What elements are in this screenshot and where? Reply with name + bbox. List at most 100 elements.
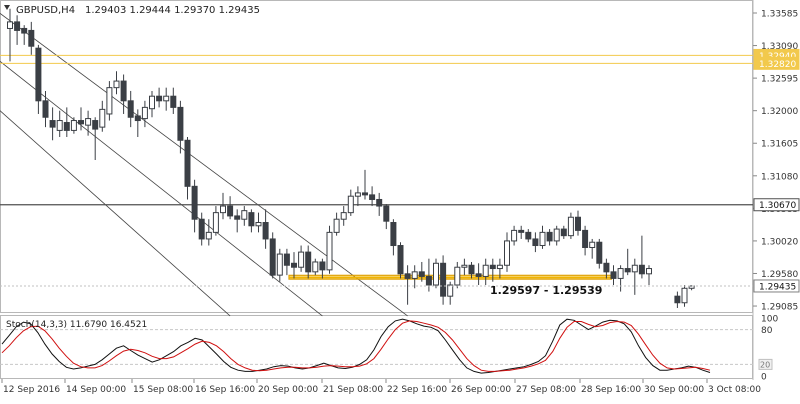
price-tick-label: 1.29085	[761, 303, 798, 313]
stoch-signal-line	[1, 320, 711, 372]
candle-bullish	[298, 251, 305, 268]
candle-bearish	[440, 262, 447, 297]
candle-bullish	[567, 216, 574, 237]
price-tick-label: 1.32595	[761, 75, 798, 85]
candle-bullish	[333, 218, 340, 233]
candle-bearish	[369, 194, 376, 200]
price-tick-label: 1.32000	[761, 107, 798, 117]
dropdown-triangle-icon[interactable]	[4, 5, 10, 10]
channel-line[interactable]	[0, 110, 231, 317]
svg-text:1.30670: 1.30670	[759, 201, 796, 211]
candle-bearish	[248, 212, 255, 227]
candle-bearish	[291, 262, 297, 268]
candle-bullish	[70, 120, 77, 131]
time-tick-label: 21 Sep 08:00	[323, 385, 383, 395]
candle-bearish	[78, 120, 84, 125]
candle-bullish	[553, 228, 560, 242]
candle-bullish	[646, 268, 652, 275]
candle-bullish	[504, 240, 510, 266]
svg-text:1.32820: 1.32820	[759, 60, 796, 70]
candle-bullish	[688, 285, 695, 289]
time-tick-label: 15 Sep 08:00	[133, 385, 193, 395]
time-tick-label: 30 Sep 00:00	[644, 385, 704, 395]
candle-bullish	[56, 120, 63, 131]
time-tick-label: 14 Sep 00:00	[66, 385, 126, 395]
candle-bearish	[518, 229, 525, 233]
candle-bearish	[525, 231, 532, 240]
candle-bullish	[411, 271, 418, 279]
candle-bullish	[212, 212, 219, 233]
candle-bearish	[28, 29, 35, 47]
stochastic-pane: 1008020020	[0, 315, 778, 383]
candle-bullish	[589, 241, 596, 248]
candle-bearish	[546, 231, 553, 242]
time-tick-label: 16 Sep 16:00	[195, 385, 255, 395]
price-tick-label: 1.31605	[761, 140, 798, 150]
candle-bullish	[7, 21, 13, 29]
candle-bullish	[141, 106, 148, 120]
candle-bullish	[85, 118, 92, 126]
candle-bullish	[617, 268, 624, 279]
candle-bearish	[184, 139, 191, 187]
stoch-current-tag: 20	[758, 358, 773, 370]
candle-bearish	[376, 198, 383, 207]
candle-bearish	[49, 120, 56, 128]
level-price-tag: 1.30670	[753, 198, 800, 212]
candle-bullish	[454, 266, 461, 286]
stoch-tick-label: 80	[761, 326, 773, 336]
candle-bullish	[149, 95, 155, 110]
candle-bearish	[283, 253, 290, 266]
candle-bearish	[14, 21, 21, 31]
time-tick-label: 12 Sep 2016	[3, 385, 60, 395]
time-tick-label: 28 Sep 16:00	[581, 385, 641, 395]
candle-bullish	[276, 253, 283, 276]
candle-bearish	[489, 264, 496, 270]
current-price-tag: 1.29435	[753, 279, 800, 293]
candle-bullish	[312, 261, 319, 273]
stoch-tick-label: 0	[761, 373, 767, 383]
candle-bearish	[170, 95, 177, 108]
candle-bearish	[638, 264, 645, 275]
candle-bullish	[496, 264, 503, 270]
time-tick-label: 27 Sep 08:00	[516, 385, 576, 395]
candle-bearish	[362, 192, 368, 196]
candle-bearish	[262, 222, 269, 240]
candle-bullish	[241, 210, 248, 220]
candle-bearish	[21, 27, 28, 34]
candle-bullish	[220, 205, 226, 214]
support-zone	[288, 274, 612, 280]
candle-bearish	[63, 122, 70, 131]
candle-bullish	[255, 222, 262, 227]
candle-bearish	[610, 271, 617, 279]
candle-bearish	[156, 95, 163, 102]
candle-bearish	[134, 115, 141, 122]
candle-bearish	[575, 216, 581, 231]
candle-bearish	[92, 120, 99, 130]
stoch-tick-label: 100	[761, 315, 778, 325]
price-tick-label: 1.31080	[761, 172, 798, 182]
candle-bearish	[425, 275, 432, 286]
svg-text:20: 20	[760, 360, 770, 369]
candle-bearish	[624, 268, 631, 273]
time-tick-label: 22 Sep 16:00	[387, 385, 447, 395]
price-tick-label: 1.33585	[761, 10, 798, 20]
candle-bullish	[347, 195, 354, 214]
candle-bearish	[390, 222, 397, 247]
channel-line[interactable]	[0, 61, 323, 317]
candle-bullish	[482, 264, 489, 277]
candle-bullish	[163, 95, 170, 102]
candle-bearish	[269, 238, 276, 276]
candle-bearish	[582, 229, 589, 248]
candle-bearish	[177, 106, 184, 141]
candle-bearish	[234, 215, 241, 220]
symbol-header: GBPUSD,H4 1.29403 1.29444 1.29370 1.2943…	[4, 5, 260, 16]
candle-bearish	[127, 100, 134, 118]
candle-bullish	[340, 212, 347, 220]
candle-bullish	[631, 264, 638, 273]
candle-bearish	[404, 273, 411, 279]
candle-bullish	[326, 231, 333, 271]
candle-bullish	[433, 262, 439, 286]
